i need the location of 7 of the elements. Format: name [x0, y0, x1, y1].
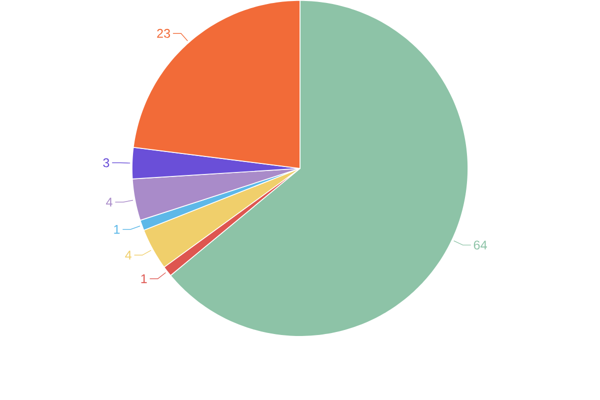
data-label: 4	[125, 250, 132, 260]
data-label: 23	[157, 28, 170, 38]
data-label: 64	[474, 240, 487, 250]
data-label: 3	[103, 158, 110, 168]
data-label: 4	[106, 198, 112, 206]
data-label: 1	[114, 224, 120, 234]
data-label: 1	[141, 274, 147, 283]
